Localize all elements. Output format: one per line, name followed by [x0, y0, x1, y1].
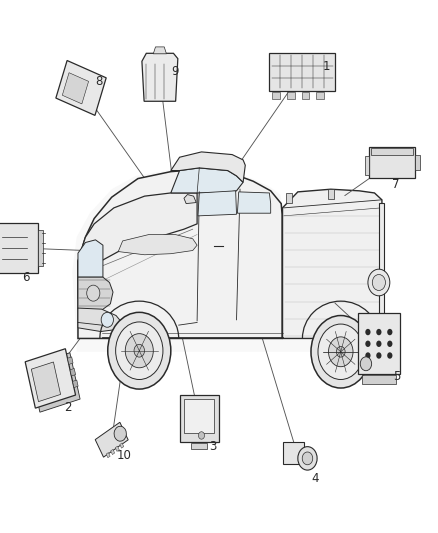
Text: 6: 6 — [22, 271, 30, 284]
Bar — [316, 92, 324, 99]
Bar — [38, 230, 42, 265]
Bar — [184, 399, 214, 433]
Circle shape — [387, 341, 392, 347]
Bar — [379, 203, 384, 336]
Bar — [269, 53, 335, 91]
Polygon shape — [78, 193, 197, 298]
Circle shape — [365, 329, 371, 335]
Circle shape — [387, 352, 392, 359]
Bar — [369, 147, 415, 178]
Bar — [0, 223, 39, 273]
Bar — [286, 193, 292, 203]
Circle shape — [360, 357, 371, 371]
Text: 9: 9 — [171, 66, 179, 78]
Circle shape — [372, 274, 385, 290]
Polygon shape — [78, 240, 103, 277]
Bar — [283, 442, 304, 464]
Text: 7: 7 — [392, 179, 399, 191]
Text: 5: 5 — [393, 370, 400, 383]
Bar — [371, 148, 413, 155]
Bar — [56, 61, 106, 115]
Text: 3: 3 — [209, 440, 216, 453]
Circle shape — [365, 341, 371, 347]
Polygon shape — [237, 192, 271, 213]
Polygon shape — [78, 277, 113, 310]
Text: 4: 4 — [311, 472, 319, 484]
Bar — [62, 72, 88, 104]
Bar — [67, 357, 73, 365]
Bar — [328, 189, 334, 199]
Circle shape — [368, 269, 390, 296]
Bar — [287, 92, 295, 99]
Bar — [25, 349, 76, 408]
Bar — [111, 449, 115, 455]
Polygon shape — [153, 47, 166, 54]
Polygon shape — [171, 168, 243, 193]
Circle shape — [116, 322, 163, 379]
Bar — [191, 443, 207, 449]
Bar — [180, 395, 219, 442]
Circle shape — [336, 346, 345, 357]
Circle shape — [108, 312, 171, 389]
Circle shape — [365, 352, 371, 359]
Circle shape — [376, 341, 381, 347]
Circle shape — [318, 324, 364, 379]
Circle shape — [302, 452, 313, 465]
Polygon shape — [72, 168, 381, 352]
Bar — [95, 422, 128, 457]
Circle shape — [87, 285, 100, 301]
Circle shape — [101, 312, 113, 327]
Polygon shape — [184, 195, 196, 204]
Bar — [301, 92, 309, 99]
Bar — [358, 313, 399, 374]
Bar — [32, 362, 60, 402]
Circle shape — [114, 426, 126, 441]
Bar — [70, 368, 76, 376]
Polygon shape — [118, 235, 197, 255]
Text: 8: 8 — [95, 75, 102, 88]
Bar — [115, 446, 119, 451]
Bar — [362, 375, 396, 384]
Polygon shape — [78, 308, 122, 332]
Bar — [414, 155, 420, 171]
Text: 2: 2 — [64, 401, 72, 414]
Polygon shape — [283, 189, 382, 338]
Circle shape — [298, 447, 317, 470]
Polygon shape — [198, 191, 237, 216]
Bar — [106, 453, 110, 458]
Circle shape — [376, 352, 381, 359]
Bar — [120, 443, 124, 448]
Bar — [272, 92, 280, 99]
Polygon shape — [78, 169, 282, 338]
Bar — [73, 380, 78, 387]
Polygon shape — [142, 53, 178, 101]
Bar — [365, 156, 369, 174]
Circle shape — [328, 337, 353, 367]
Circle shape — [387, 329, 392, 335]
Circle shape — [311, 316, 371, 388]
Polygon shape — [171, 152, 245, 182]
Text: 10: 10 — [117, 449, 131, 462]
Circle shape — [134, 344, 145, 357]
Circle shape — [198, 432, 205, 439]
Bar — [30, 353, 80, 412]
Circle shape — [125, 334, 153, 368]
Circle shape — [376, 329, 381, 335]
Text: 1: 1 — [322, 60, 330, 73]
